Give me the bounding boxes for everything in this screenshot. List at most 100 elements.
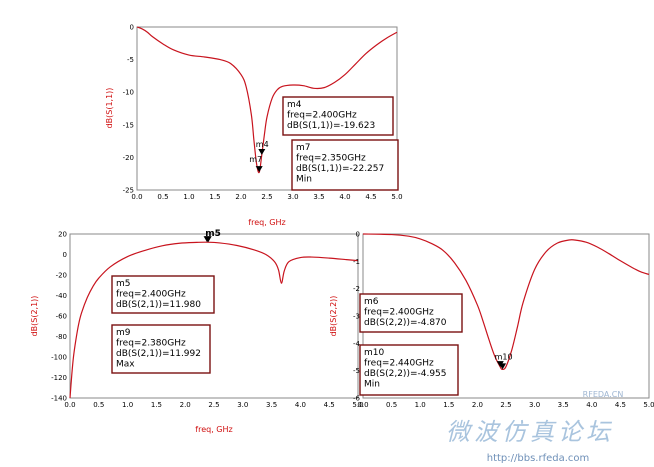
s11-x-tick-label: 1.0 — [183, 193, 194, 201]
s22-y-tick-label: -4 — [353, 340, 361, 348]
s11-y-tick-label: 0 — [130, 24, 134, 32]
s21-marker-readout-line: freq=2.380GHz — [116, 339, 186, 349]
s21-y-tick-label: -120 — [51, 374, 67, 382]
s21-x-tick-label: 0.5 — [93, 401, 104, 409]
s21-x-tick-label: 4.5 — [324, 401, 335, 409]
s11-marker-readout-line: dB(S(1,1))=-19.623 — [287, 121, 375, 131]
s22-x-tick-label: 3.0 — [529, 401, 540, 409]
s21-y-tick-label: 20 — [58, 231, 67, 239]
s22-marker-m10 — [499, 363, 507, 370]
s21-y-tick-label: -80 — [56, 333, 67, 341]
s22-x-tick-label: 0.0 — [357, 401, 368, 409]
s21-marker-readout-line: freq=2.400GHz — [116, 290, 186, 300]
s21-x-tick-label: 4.0 — [295, 401, 306, 409]
watermark: RFEDA.CN 微波仿真论坛 http://bbs.rfeda.com — [446, 390, 623, 464]
s21-marker-readout-box — [111, 324, 211, 374]
s21-x-tick-label: 0.0 — [64, 401, 75, 409]
s22-y-tick-label: -3 — [353, 313, 360, 321]
s21-y-tick-label: -100 — [51, 354, 67, 362]
s21-marker-readout-line: dB(S(2,1))=11.992 — [116, 349, 201, 359]
s11-marker-m4 — [258, 148, 266, 155]
s11-y-tick-label: -5 — [127, 56, 134, 64]
s11-marker-readout-line: Min — [296, 175, 312, 185]
s22-marker-readout-line: freq=2.440GHz — [364, 359, 434, 369]
s11-marker-readout-line: dB(S(1,1))=-22.257 — [296, 164, 384, 174]
s21-x-tick-label: 3.0 — [237, 401, 248, 409]
s21-x-tick-label: 2.0 — [180, 401, 191, 409]
watermark-chinese-text: 微波仿真论坛 — [446, 418, 614, 446]
s22-marker-readout-line: dB(S(2,2))=-4.955 — [364, 369, 447, 379]
s11-x-tick-label: 4.0 — [339, 193, 350, 201]
s22-x-tick-label: 2.0 — [472, 401, 483, 409]
s21-y-axis-label: dB(S(2,1)) — [30, 296, 39, 337]
s22-marker-readout-box — [359, 344, 459, 396]
s22-marker-tag: m10 — [495, 352, 513, 361]
s22-x-tick-label: 4.0 — [586, 401, 597, 409]
s11-marker-readout-line: m4 — [287, 100, 302, 110]
s22-y-tick-label: -2 — [353, 285, 360, 293]
s21-chart: dB(S(2,1)) freq, GHz 0.0 0.5 1.0 1.5 2.0 2.5 3… — [30, 229, 364, 434]
s11-x-tick-label: 1.5 — [209, 193, 220, 201]
s21-y-tick-label: 0 — [63, 251, 67, 259]
s22-marker-readout-line: m6 — [364, 297, 379, 307]
s21-marker-readout-line: m9 — [116, 328, 131, 338]
s21-y-tick-label: -60 — [56, 313, 67, 321]
s11-y-tick-label: -15 — [123, 121, 134, 129]
s11-x-tick-label: 5.0 — [391, 193, 402, 201]
s11-marker-tag: m7 — [249, 155, 262, 164]
s21-marker-tag: m5 — [205, 229, 221, 239]
s22-x-tick-label: 1.0 — [415, 401, 426, 409]
s21-marker-readout-line: dB(S(2,1))=11.980 — [116, 300, 201, 310]
s11-x-tick-label: 0.0 — [131, 193, 142, 201]
s22-y-tick-label: -1 — [353, 258, 360, 266]
s22-x-tick-label: 4.5 — [615, 401, 626, 409]
s21-marker-m9 — [203, 236, 211, 243]
s22-y-tick-label: 0 — [356, 231, 360, 239]
s21-x-tick-label: 2.5 — [208, 401, 219, 409]
s11-x-tick-label: 2.0 — [235, 193, 246, 201]
s22-series-line — [362, 233, 650, 371]
s11-marker-readout-box — [291, 139, 399, 191]
s11-y-tick-label: -20 — [123, 154, 134, 162]
s22-x-tick-label: 1.5 — [443, 401, 454, 409]
s11-marker-m7 — [255, 166, 263, 173]
s22-marker-readout-line: Min — [364, 380, 380, 390]
s22-x-tick-label: 0.5 — [386, 401, 397, 409]
s11-marker-readout-line: freq=2.350GHz — [296, 154, 366, 164]
watermark-site-label: RFEDA.CN — [583, 390, 624, 399]
s21-marker-readout-box — [111, 275, 215, 314]
s22-marker-readout-line: freq=2.400GHz — [364, 308, 434, 318]
s11-marker-readout-line: freq=2.400GHz — [287, 111, 357, 121]
s11-x-tick-label: 0.5 — [157, 193, 168, 201]
s21-x-tick-label: 5.0 — [352, 401, 363, 409]
s21-x-tick-label: 1.5 — [151, 401, 162, 409]
s22-x-tick-label: 2.5 — [500, 401, 511, 409]
s11-y-axis-label: dB(S(1,1)) — [105, 88, 114, 129]
s11-x-axis-label: freq, GHz — [248, 218, 285, 227]
s11-x-tick-label: 3.0 — [287, 193, 298, 201]
s21-x-axis-label: freq, GHz — [195, 425, 232, 434]
s22-marker-readout-line: m10 — [364, 348, 384, 358]
s22-x-tick-label: 3.5 — [558, 401, 569, 409]
s22-marker-readout-box — [359, 293, 463, 333]
s21-y-tick-label: -140 — [51, 395, 67, 403]
s11-x-tick-label: 3.5 — [313, 193, 324, 201]
s11-x-tick-label: 2.5 — [261, 193, 272, 201]
s21-series-line — [69, 241, 359, 399]
s21-y-tick-label: -40 — [56, 292, 67, 300]
s21-marker-readout-line: m5 — [116, 279, 131, 289]
s22-y-axis-label: dB(S(2,2)) — [329, 296, 338, 337]
s21-y-tick-label: -20 — [56, 272, 67, 280]
s22-marker-readout-line: dB(S(2,2))=-4.870 — [364, 318, 447, 328]
s21-marker-readout-line: Max — [116, 360, 135, 370]
watermark-url: http://bbs.rfeda.com — [487, 453, 590, 464]
s11-marker-tag: m4 — [256, 140, 269, 149]
s22-chart: dB(S(2,2)) 0.0 0.5 1.0 1.5 2.0 2.5 3.0 3.5 4.0 4.… — [329, 231, 654, 410]
s11-marker-readout-box — [282, 96, 394, 136]
s11-y-tick-label: -10 — [123, 89, 134, 97]
s11-chart: dB(S(1,1)) freq, GHz 0.0 0.5 1.0 1.5 2.0 2.5 3… — [105, 24, 403, 228]
s21-x-tick-label: 1.0 — [122, 401, 133, 409]
s22-y-tick-label: -5 — [353, 367, 360, 375]
s11-y-tick-label: -25 — [123, 187, 134, 195]
